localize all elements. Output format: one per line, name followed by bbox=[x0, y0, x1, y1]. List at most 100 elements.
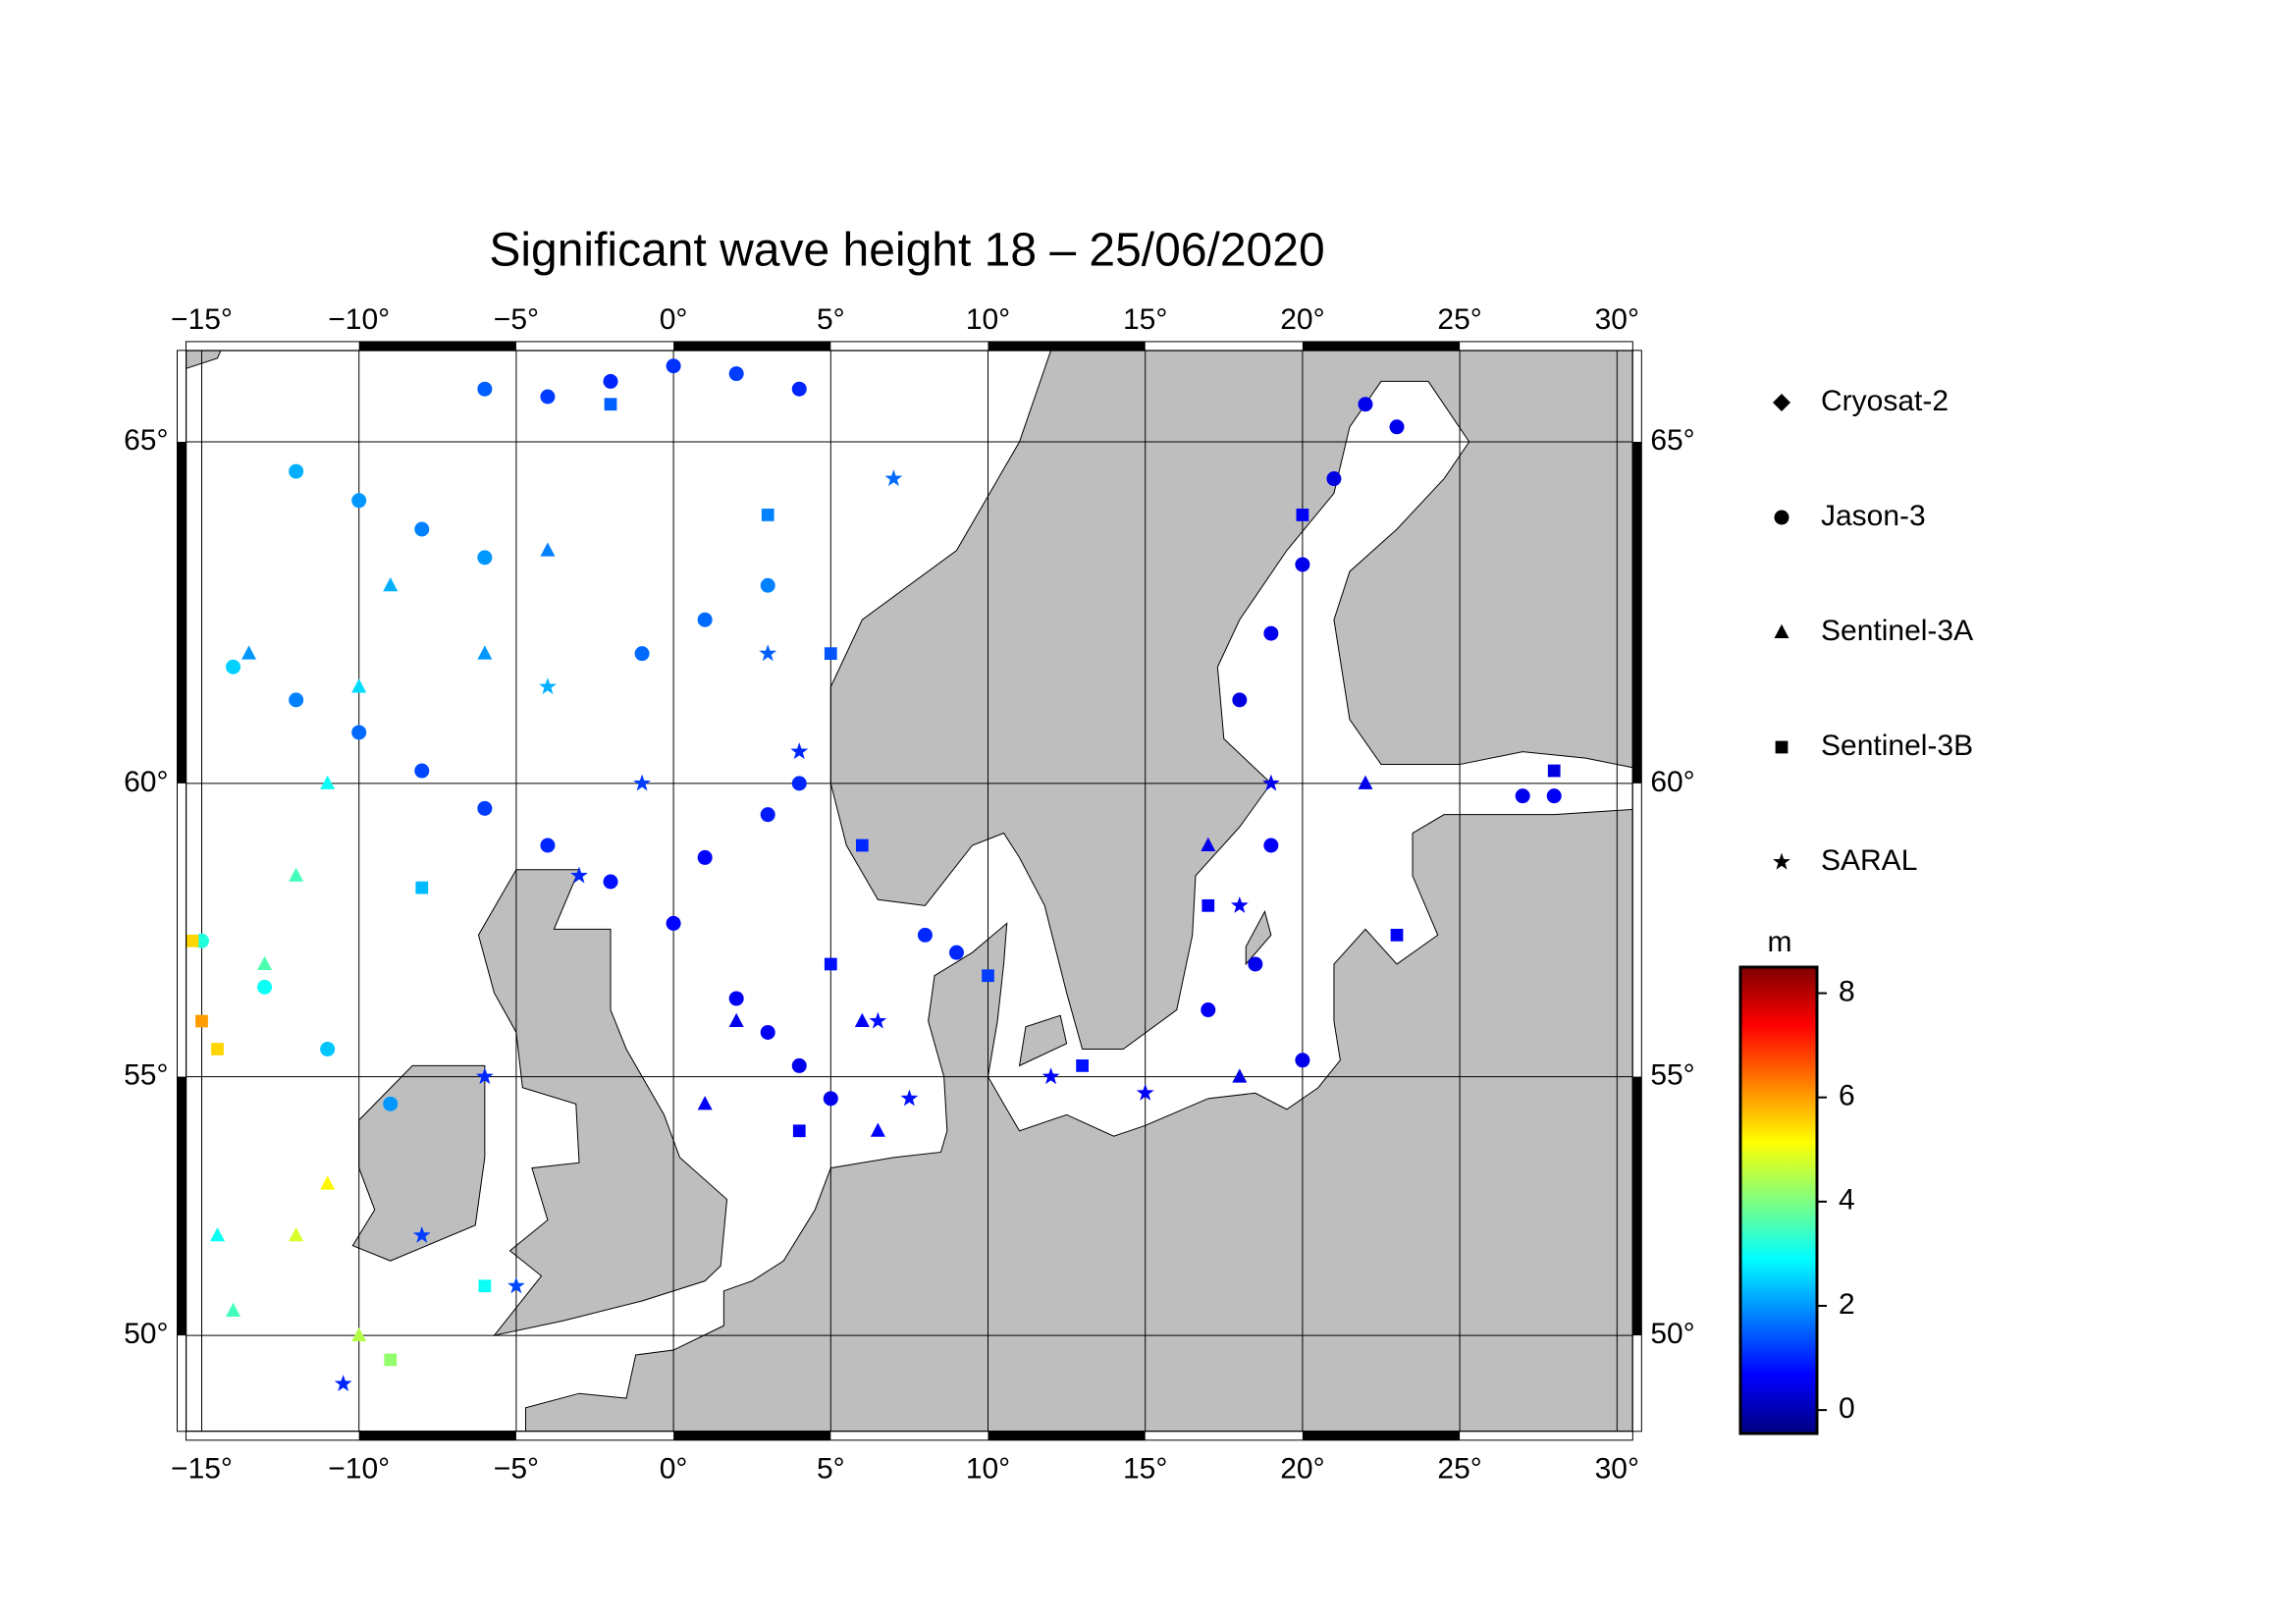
marker bbox=[226, 659, 241, 675]
marker bbox=[824, 647, 837, 661]
colorbar-tick-label: 8 bbox=[1839, 975, 1855, 1007]
colorbar-tick-label: 0 bbox=[1839, 1392, 1855, 1425]
marker bbox=[210, 1227, 226, 1242]
frame-bar-segment bbox=[358, 1431, 516, 1440]
colorbar-label: m bbox=[1768, 926, 1792, 958]
legend-label: Jason-3 bbox=[1821, 500, 1926, 532]
marker bbox=[1041, 1067, 1060, 1085]
marker bbox=[540, 389, 556, 405]
legend-label: SARAL bbox=[1821, 844, 1917, 877]
marker bbox=[351, 678, 367, 693]
land bbox=[186, 350, 222, 369]
colorbar bbox=[1738, 965, 1819, 1435]
marker bbox=[241, 645, 257, 660]
marker bbox=[478, 1279, 492, 1293]
marker bbox=[414, 521, 430, 537]
marker bbox=[334, 1375, 352, 1392]
marker bbox=[759, 644, 777, 662]
marker bbox=[1263, 838, 1279, 853]
land bbox=[829, 350, 1633, 1050]
marker bbox=[320, 775, 336, 789]
y-tick-label-left: 55° bbox=[124, 1059, 168, 1092]
marker bbox=[982, 969, 994, 983]
marker bbox=[289, 867, 304, 882]
y-tick-label-left: 65° bbox=[124, 424, 168, 457]
x-tick-label-bottom: 10° bbox=[966, 1453, 1010, 1486]
x-tick-label-bottom: 0° bbox=[660, 1453, 688, 1486]
legend-marker bbox=[1774, 510, 1789, 525]
legend-label: Sentinel-3B bbox=[1821, 730, 1973, 762]
land bbox=[1245, 910, 1272, 966]
frame-bar-segment bbox=[1632, 1076, 1642, 1336]
x-tick-label-top: −15° bbox=[171, 303, 233, 336]
map bbox=[186, 350, 1633, 1432]
y-tick-label-right: 60° bbox=[1650, 766, 1694, 798]
marker bbox=[226, 1302, 241, 1318]
marker bbox=[414, 763, 430, 779]
x-tick-label-top: 15° bbox=[1123, 303, 1167, 336]
marker bbox=[884, 469, 903, 487]
x-tick-label-bottom: 5° bbox=[817, 1453, 845, 1486]
frame-bar-segment bbox=[177, 1076, 187, 1336]
frame-bar-segment bbox=[988, 1431, 1146, 1440]
marker bbox=[289, 692, 304, 708]
marker bbox=[823, 1091, 838, 1107]
marker bbox=[477, 645, 493, 660]
marker bbox=[666, 358, 681, 374]
frame-bar bbox=[185, 341, 1633, 352]
marker bbox=[1389, 419, 1405, 435]
chart-title: Significant wave height 18 – 25/06/2020 bbox=[489, 225, 1324, 277]
x-tick-label-bottom: 25° bbox=[1437, 1453, 1481, 1486]
x-tick-label-top: −5° bbox=[494, 303, 539, 336]
marker bbox=[870, 1122, 885, 1137]
x-tick-label-bottom: 30° bbox=[1595, 1453, 1639, 1486]
marker bbox=[633, 774, 651, 791]
marker bbox=[1295, 1053, 1310, 1068]
legend-label: Sentinel-3A bbox=[1821, 615, 1973, 647]
marker bbox=[1263, 625, 1279, 641]
legend-marker bbox=[1773, 852, 1790, 870]
marker bbox=[477, 550, 493, 566]
legend-label: Cryosat-2 bbox=[1821, 385, 1949, 417]
marker bbox=[475, 1067, 494, 1085]
land bbox=[1018, 1014, 1068, 1067]
frame-bar-segment bbox=[673, 1431, 831, 1440]
marker bbox=[761, 509, 774, 521]
frame-bar bbox=[176, 350, 187, 1433]
marker bbox=[790, 742, 809, 760]
marker bbox=[728, 1012, 744, 1028]
frame-bar bbox=[185, 1431, 1633, 1441]
marker bbox=[604, 398, 617, 411]
x-tick-label-top: 10° bbox=[966, 303, 1010, 336]
x-tick-label-bottom: 20° bbox=[1280, 1453, 1324, 1486]
marker bbox=[320, 1175, 336, 1190]
marker bbox=[791, 381, 807, 397]
marker bbox=[539, 677, 557, 695]
marker bbox=[1232, 1068, 1248, 1083]
marker bbox=[697, 612, 713, 627]
frame-bar bbox=[1631, 350, 1642, 1433]
marker bbox=[351, 725, 367, 740]
marker bbox=[1326, 471, 1342, 487]
frame-bar-segment bbox=[1632, 442, 1642, 784]
marker bbox=[383, 1096, 399, 1111]
marker bbox=[948, 945, 964, 960]
x-tick-label-bottom: −5° bbox=[494, 1453, 539, 1486]
frame-bar-segment bbox=[1302, 341, 1461, 351]
marker bbox=[1358, 397, 1373, 412]
marker bbox=[1201, 1002, 1216, 1018]
marker bbox=[383, 576, 399, 592]
marker bbox=[289, 463, 304, 479]
land bbox=[351, 1064, 486, 1262]
marker bbox=[634, 646, 650, 662]
y-tick-label-right: 65° bbox=[1650, 424, 1694, 457]
marker bbox=[1230, 895, 1249, 913]
marker bbox=[1136, 1083, 1154, 1101]
marker bbox=[869, 1011, 887, 1029]
y-tick-label-left: 50° bbox=[124, 1318, 168, 1350]
marker bbox=[1076, 1059, 1089, 1072]
legend-marker bbox=[1773, 394, 1790, 411]
marker bbox=[1248, 956, 1263, 972]
marker bbox=[477, 800, 493, 816]
